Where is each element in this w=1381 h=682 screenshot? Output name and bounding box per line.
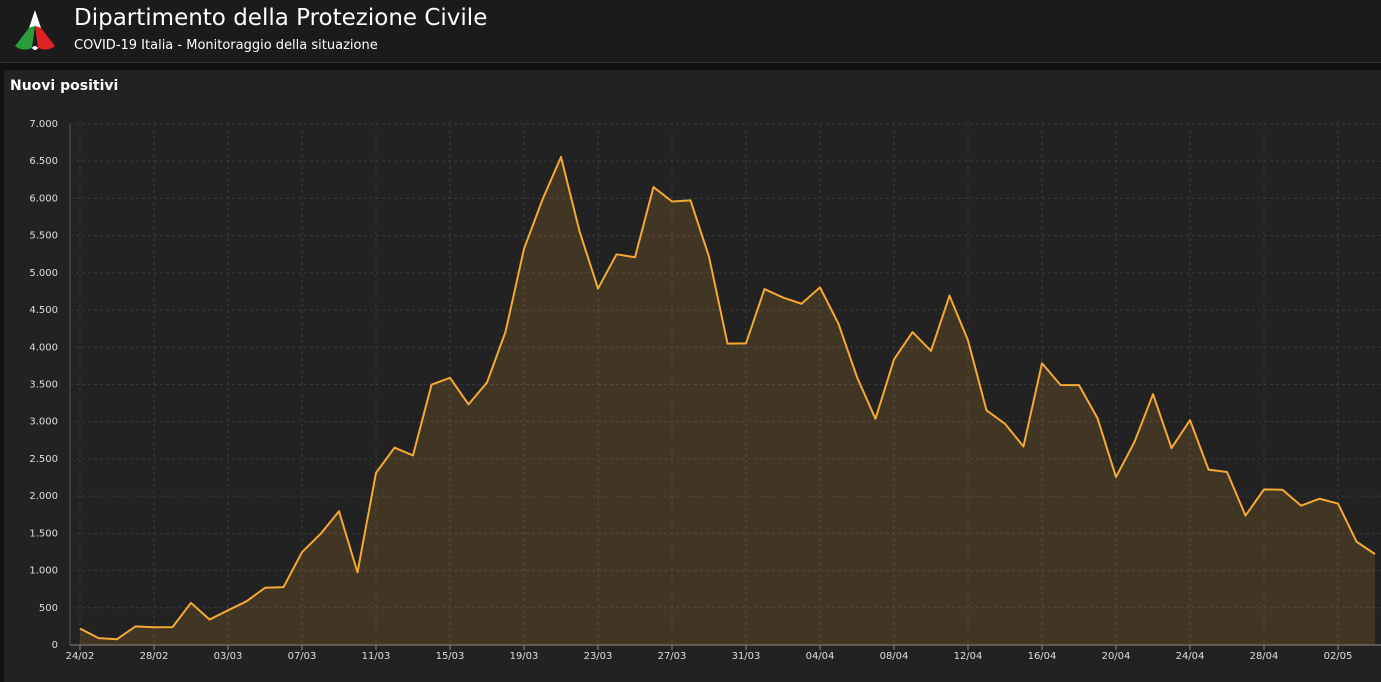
x-tick-label: 11/03 — [362, 651, 391, 662]
x-tick-label: 28/02 — [140, 651, 169, 662]
y-tick-label: 4.000 — [29, 342, 58, 353]
x-tick-label: 23/03 — [584, 651, 613, 662]
area — [80, 156, 1375, 645]
x-tick-label: 15/03 — [436, 651, 465, 662]
y-tick-label: 0 — [52, 640, 58, 651]
header: Dipartimento della Protezione Civile COV… — [0, 0, 1381, 63]
y-tick-label: 1.500 — [29, 528, 58, 539]
x-tick-label: 08/04 — [880, 651, 909, 662]
y-tick-label: 1.000 — [29, 566, 58, 577]
x-tick-label: 07/03 — [288, 651, 317, 662]
x-tick-label: 16/04 — [1028, 651, 1057, 662]
y-tick-label: 3.500 — [29, 380, 58, 391]
header-subtitle: COVID-19 Italia - Monitoraggio della sit… — [74, 38, 378, 53]
chart-title: Nuovi positivi — [10, 78, 119, 94]
x-tick-label: 24/04 — [1176, 651, 1205, 662]
logo — [15, 10, 55, 50]
chart-panel: Nuovi positivi — [4, 70, 1381, 682]
y-tick-label: 6.500 — [29, 156, 58, 167]
x-tick-label: 28/04 — [1250, 651, 1279, 662]
y-tick-label: 2.000 — [29, 491, 58, 502]
x-tick-label: 19/03 — [510, 651, 539, 662]
x-tick-label: 24/02 — [66, 651, 95, 662]
line — [79, 155, 1376, 641]
x-tick-label: 31/03 — [732, 651, 761, 662]
chart: 0 500 1.000 1.500 2.000 2.500 3.000 3.500 4.000 4… — [29, 119, 1381, 662]
y-tick-label: 5.000 — [29, 268, 58, 279]
y-tick-label: 500 — [39, 603, 58, 614]
x-tick-label: 02/05 — [1324, 651, 1353, 662]
x-tick-label: 03/03 — [214, 651, 243, 662]
y-tick-label: 6.000 — [29, 193, 58, 204]
y-tick-label: 7.000 — [29, 119, 58, 130]
x-tick-label: 27/03 — [658, 651, 687, 662]
header-title: Dipartimento della Protezione Civile — [74, 5, 488, 31]
y-tick-label: 3.000 — [29, 417, 58, 428]
x-tick-label: 20/04 — [1102, 651, 1131, 662]
y-tick-label: 5.500 — [29, 231, 58, 242]
x-tick-label: 12/04 — [954, 651, 983, 662]
y-tick-label: 2.500 — [29, 454, 58, 465]
y-tick-label: 4.500 — [29, 305, 58, 316]
x-tick-label: 04/04 — [806, 651, 835, 662]
